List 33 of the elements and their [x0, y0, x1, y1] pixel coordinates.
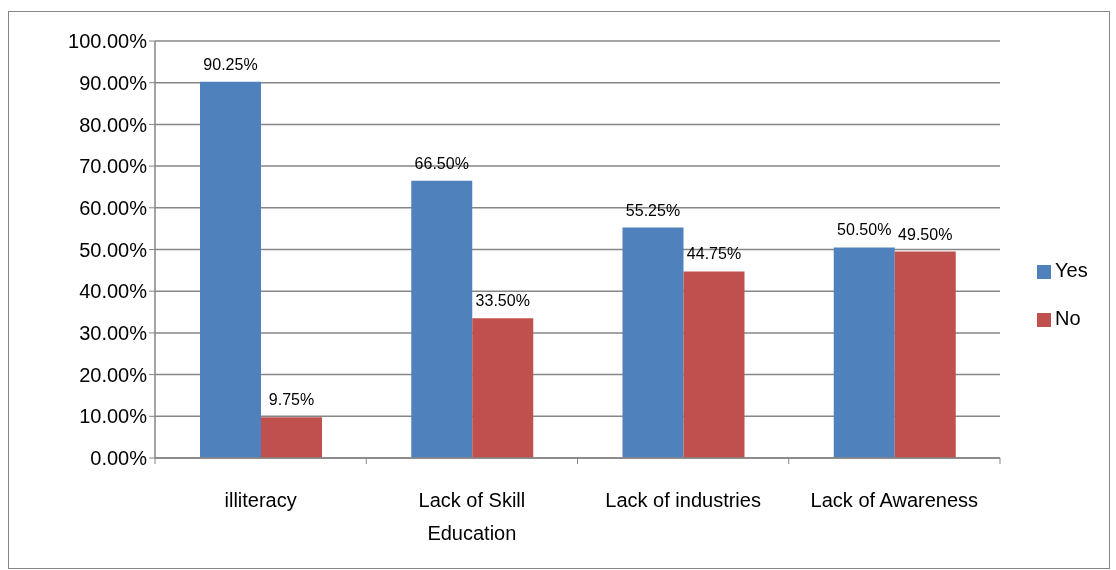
bar — [622, 227, 684, 458]
legend-label: No — [1055, 307, 1081, 329]
y-tick-label: 10.00% — [79, 405, 148, 428]
data-label: 33.50% — [475, 292, 530, 310]
bar — [261, 417, 322, 458]
y-tick-label: 70.00% — [79, 155, 148, 178]
data-label: 90.25% — [203, 55, 258, 73]
x-tick-label: Lack of Skill Education — [418, 489, 526, 544]
data-label: 66.50% — [414, 154, 469, 172]
y-tick-label: 30.00% — [79, 322, 148, 344]
data-label: 55.25% — [625, 201, 681, 219]
x-tick-label: illiteracy — [224, 489, 297, 511]
y-tick-label: 50.00% — [79, 238, 148, 261]
y-tick-label: 80.00% — [79, 113, 148, 136]
x-tick-label: Lack of Awareness — [810, 489, 979, 511]
bar — [411, 180, 473, 458]
data-label: 9.75% — [268, 391, 315, 409]
y-tick-label: 0.00% — [90, 447, 148, 470]
y-tick-label: 100.00% — [68, 30, 148, 53]
y-tick-label: 60.00% — [79, 196, 148, 219]
data-label: 49.50% — [898, 225, 953, 243]
bar — [894, 251, 956, 458]
data-label: 50.50% — [837, 221, 892, 239]
bar — [683, 271, 745, 458]
y-tick-label: 20.00% — [79, 363, 148, 386]
legend-label: Yes — [1055, 259, 1088, 281]
bar — [200, 81, 261, 458]
data-label: 44.75% — [686, 245, 742, 263]
y-tick-label: 40.00% — [79, 280, 148, 303]
bar — [472, 318, 534, 458]
y-tick-label: 90.00% — [79, 71, 148, 94]
x-tick-label: Lack of industries — [605, 489, 761, 511]
bar — [833, 247, 895, 458]
